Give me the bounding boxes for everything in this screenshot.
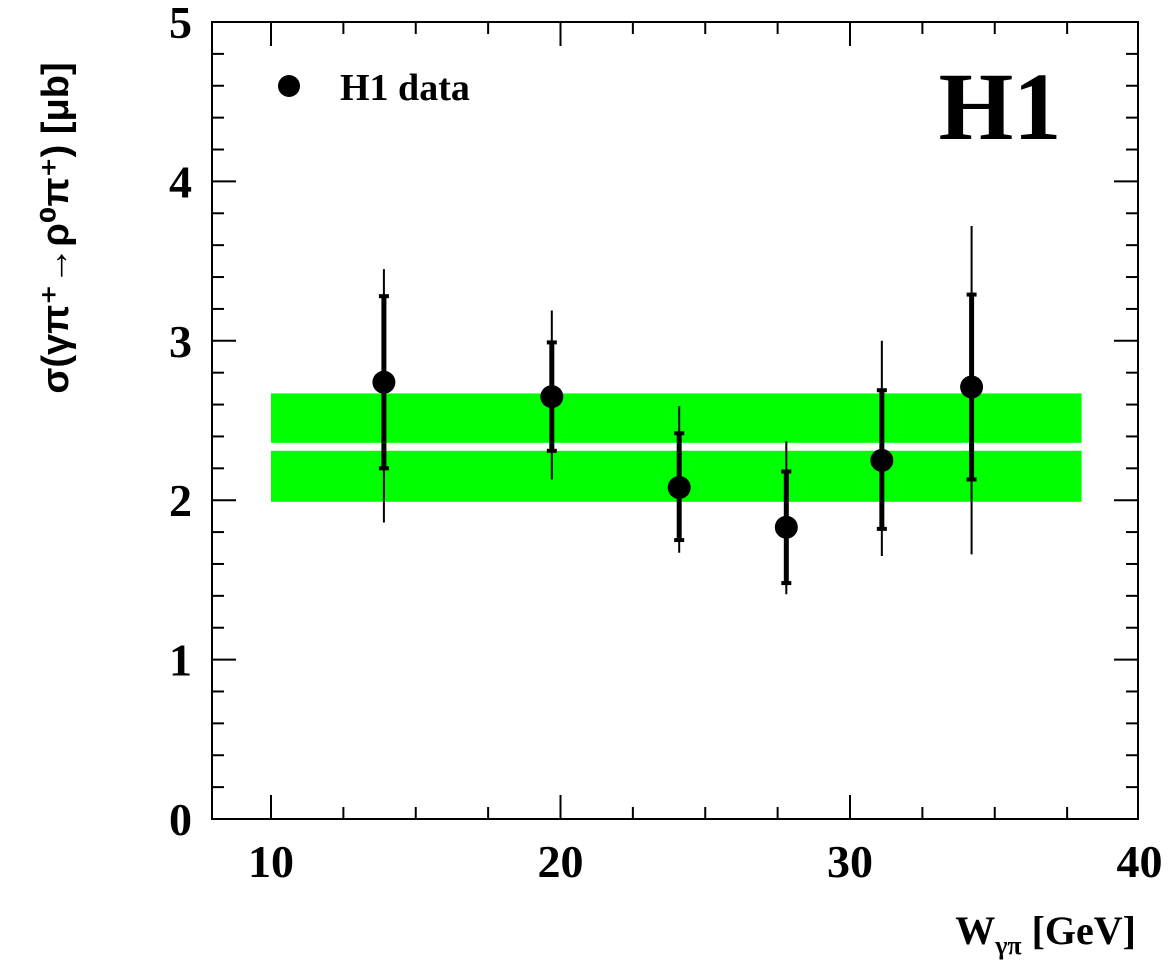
y-tick-label: 4 — [169, 156, 192, 207]
x-axis-label-main: W — [955, 908, 995, 953]
y-axis-label: σ(γπ⁺→ρ⁰π⁺) [μb] — [35, 62, 77, 393]
y-tick-label: 0 — [169, 794, 192, 845]
x-tick-label: 40 — [1117, 836, 1163, 887]
legend-marker — [278, 75, 300, 97]
x-tick-label: 10 — [248, 836, 294, 887]
x-axis-label-unit: [GeV] — [1022, 908, 1136, 953]
x-tick-label: 30 — [827, 836, 873, 887]
legend-label: H1 data — [340, 67, 470, 109]
data-point — [870, 448, 894, 472]
data-point — [774, 515, 798, 539]
y-tick-label: 3 — [169, 316, 192, 367]
x-axis-label: Wγπ [GeV] — [955, 908, 1136, 960]
data-point — [372, 370, 396, 394]
y-tick-label: 2 — [169, 475, 192, 526]
watermark-text: H1 — [939, 53, 1062, 160]
legend: H1 data — [278, 67, 470, 109]
data-point — [540, 385, 564, 409]
plot-frame — [211, 21, 1139, 820]
data-point — [960, 375, 984, 399]
tick-label-layer: 10 20 30 40 0 1 2 3 4 5 — [169, 0, 1163, 887]
band-central-line — [271, 442, 1082, 451]
point-layer — [372, 226, 984, 595]
data-point — [667, 475, 691, 499]
y-tick-label: 5 — [169, 0, 192, 48]
tick-layer — [212, 21, 1138, 820]
x-tick-label: 20 — [538, 836, 584, 887]
x-axis-label-sub: γπ — [994, 931, 1021, 960]
y-tick-label: 1 — [169, 635, 192, 686]
